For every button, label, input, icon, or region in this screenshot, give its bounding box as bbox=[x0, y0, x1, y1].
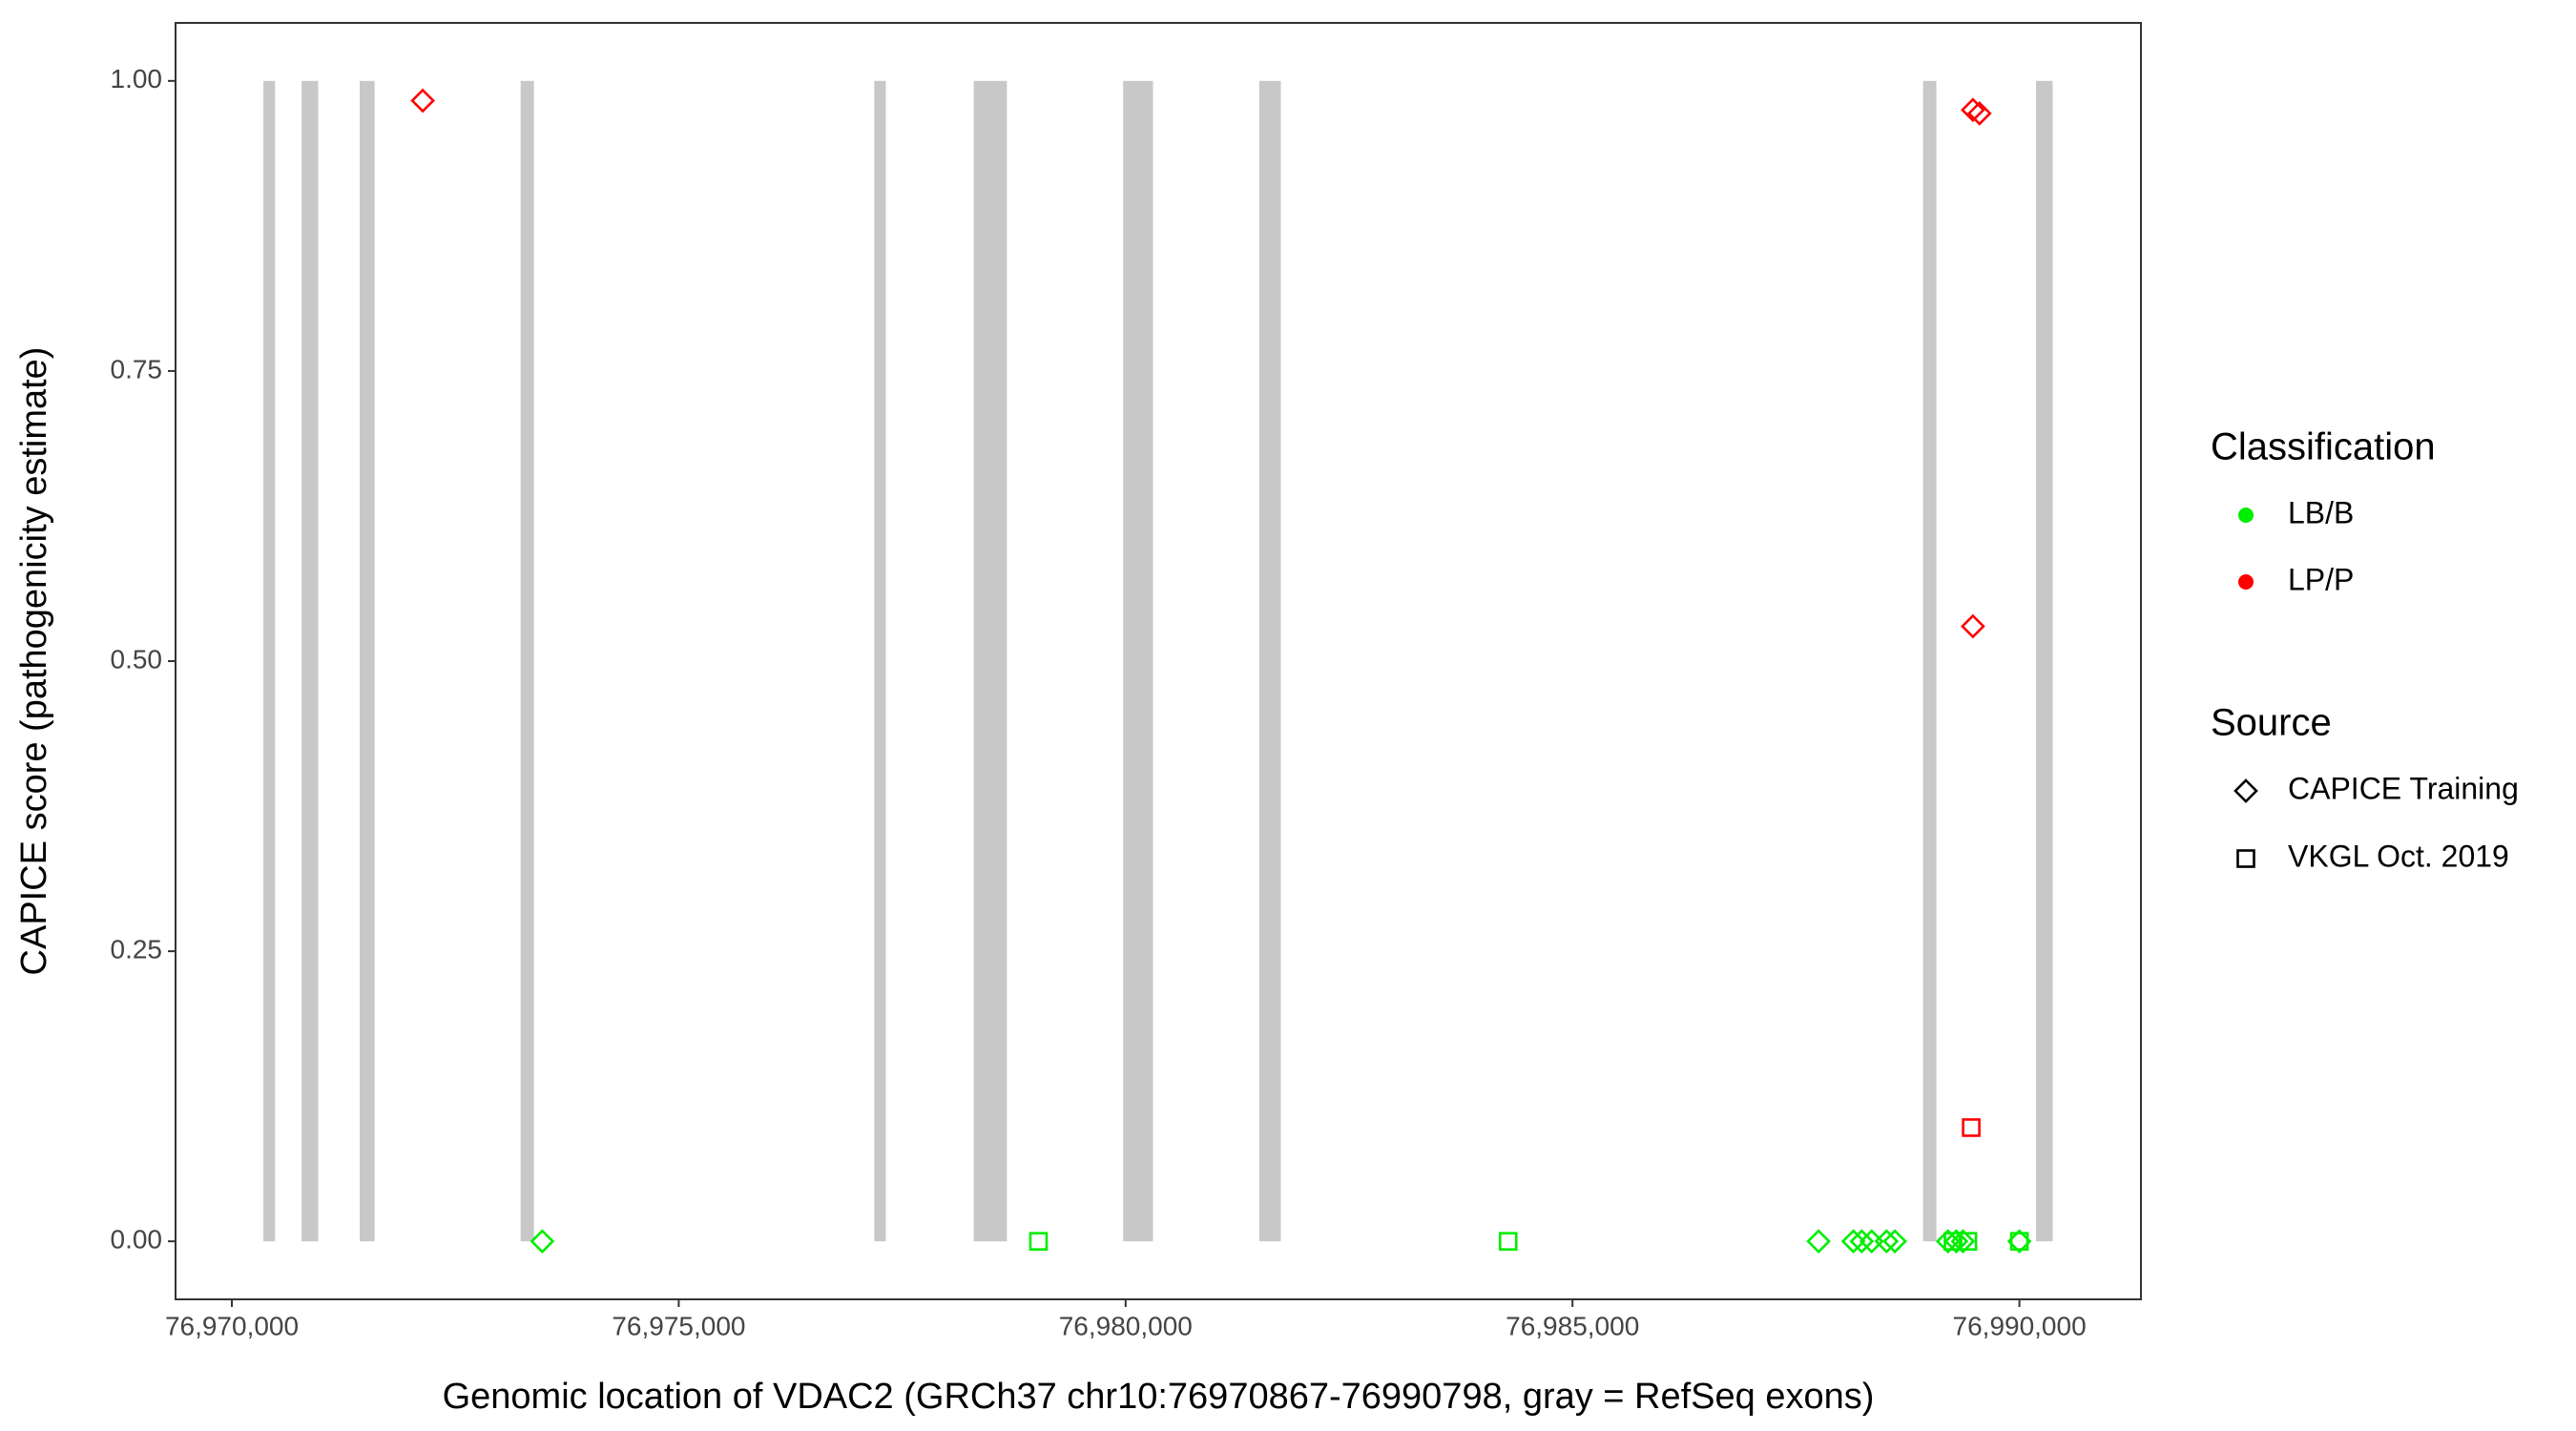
legend-label: LP/P bbox=[2288, 562, 2354, 596]
legend-label: LB/B bbox=[2288, 495, 2354, 529]
point bbox=[1950, 1229, 1976, 1255]
y-tick-label: 0.75 bbox=[111, 354, 163, 384]
point bbox=[2009, 1232, 2029, 1251]
y-tick-label: 0.00 bbox=[111, 1225, 163, 1255]
point bbox=[530, 1229, 555, 1255]
point bbox=[1943, 1229, 1969, 1255]
legend-title: Source bbox=[2211, 702, 2332, 744]
x-axis-title: Genomic location of VDAC2 (GRCh37 chr10:… bbox=[443, 1377, 1875, 1417]
point bbox=[1958, 1232, 1978, 1251]
y-tick-label: 1.00 bbox=[111, 64, 163, 93]
y-tick-label: 0.25 bbox=[111, 934, 163, 964]
exon bbox=[263, 80, 276, 1242]
point bbox=[1498, 1232, 1518, 1251]
point bbox=[1962, 1118, 1981, 1137]
x-tick-label: 76,985,000 bbox=[1506, 1311, 1639, 1340]
point bbox=[1961, 613, 1985, 639]
x-tick-label: 76,975,000 bbox=[612, 1311, 745, 1340]
exon bbox=[973, 80, 1008, 1242]
point bbox=[1961, 97, 1985, 123]
exon bbox=[1123, 80, 1153, 1242]
legend-swatch bbox=[2238, 574, 2254, 590]
point bbox=[410, 88, 435, 114]
exon bbox=[520, 80, 534, 1242]
legend-label: VKGL Oct. 2019 bbox=[2288, 839, 2509, 873]
point bbox=[1840, 1229, 1866, 1255]
point bbox=[1882, 1229, 1907, 1255]
point bbox=[1943, 1232, 1963, 1251]
exon bbox=[359, 80, 375, 1242]
exon bbox=[2036, 80, 2053, 1242]
plot-frame bbox=[175, 22, 2142, 1300]
y-tick-label: 0.50 bbox=[111, 644, 163, 674]
x-tick-label: 76,970,000 bbox=[165, 1311, 299, 1340]
legend-swatch bbox=[2236, 849, 2255, 868]
exon bbox=[1258, 80, 1281, 1242]
y-axis-title: CAPICE score (pathogenicity estimate) bbox=[14, 347, 54, 976]
exon bbox=[874, 80, 886, 1242]
point bbox=[1806, 1229, 1831, 1255]
legend-swatch bbox=[2238, 508, 2254, 523]
point bbox=[1028, 1232, 1049, 1251]
exon bbox=[301, 80, 319, 1242]
point bbox=[1874, 1229, 1900, 1255]
x-tick-label: 76,990,000 bbox=[1953, 1311, 2087, 1340]
exon bbox=[1922, 80, 1937, 1242]
x-tick-label: 76,980,000 bbox=[1059, 1311, 1193, 1340]
legend-label: CAPICE Training bbox=[2288, 771, 2519, 805]
legend-title: Classification bbox=[2211, 426, 2436, 468]
point bbox=[1849, 1229, 1875, 1255]
point bbox=[1966, 101, 1992, 126]
legend-swatch bbox=[2233, 778, 2258, 803]
